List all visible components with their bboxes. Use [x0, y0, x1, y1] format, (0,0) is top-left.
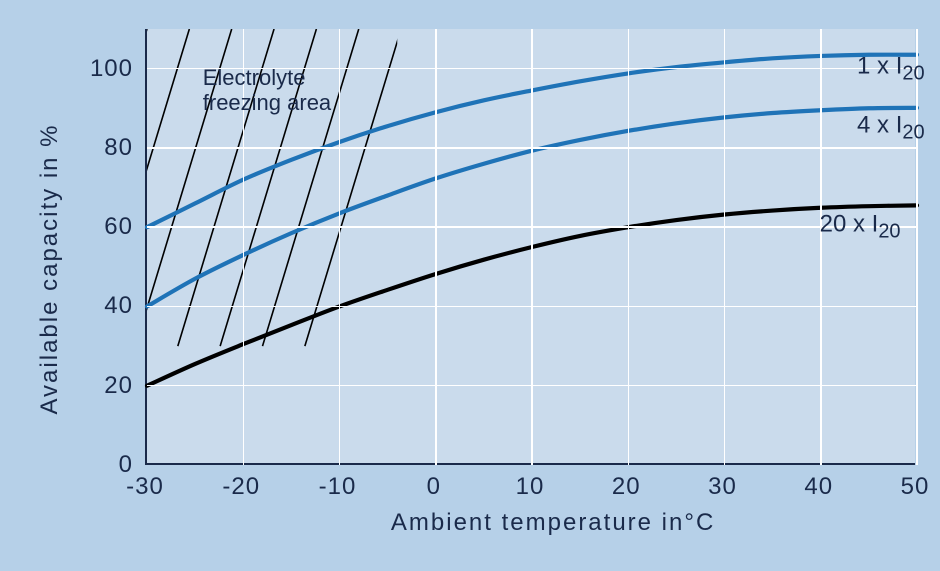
y-tick-label: 80: [104, 134, 133, 162]
grid-vline: [339, 29, 341, 465]
freezing-area-annotation: Electrolyte freezing area: [203, 65, 331, 116]
grid-hline: [147, 306, 917, 308]
grid-vline: [724, 29, 726, 465]
x-tick-label: -10: [319, 473, 357, 501]
series-label: 1 x I20: [857, 52, 925, 85]
y-tick-label: 20: [104, 372, 133, 400]
y-axis-label: Available capacity in %: [36, 123, 64, 414]
annotation-line1: Electrolyte: [203, 65, 331, 90]
x-tick-label: 20: [612, 473, 641, 501]
grid-hline: [147, 385, 917, 387]
y-tick-label: 0: [119, 451, 133, 479]
y-tick-label: 100: [90, 55, 133, 83]
y-tick-label: 60: [104, 213, 133, 241]
x-tick-label: 40: [804, 473, 833, 501]
grid-vline: [820, 29, 822, 465]
x-tick-label: 10: [516, 473, 545, 501]
series-label: 20 x I20: [820, 211, 901, 244]
grid-vline: [435, 29, 437, 465]
grid-hline: [147, 147, 917, 149]
grid-vline: [916, 29, 918, 465]
chart-container: Ambient temperature in°C Available capac…: [0, 0, 940, 571]
x-tick-label: 0: [427, 473, 441, 501]
annotation-line2: freezing area: [203, 90, 331, 115]
x-tick-label: 50: [901, 473, 930, 501]
series-label: 4 x I20: [857, 112, 925, 145]
x-tick-label: -20: [222, 473, 260, 501]
grid-hline: [147, 226, 917, 228]
x-tick-label: 30: [708, 473, 737, 501]
grid-vline: [531, 29, 533, 465]
x-axis-label: Ambient temperature in°C: [391, 509, 715, 537]
grid-vline: [628, 29, 630, 465]
y-tick-label: 40: [104, 292, 133, 320]
